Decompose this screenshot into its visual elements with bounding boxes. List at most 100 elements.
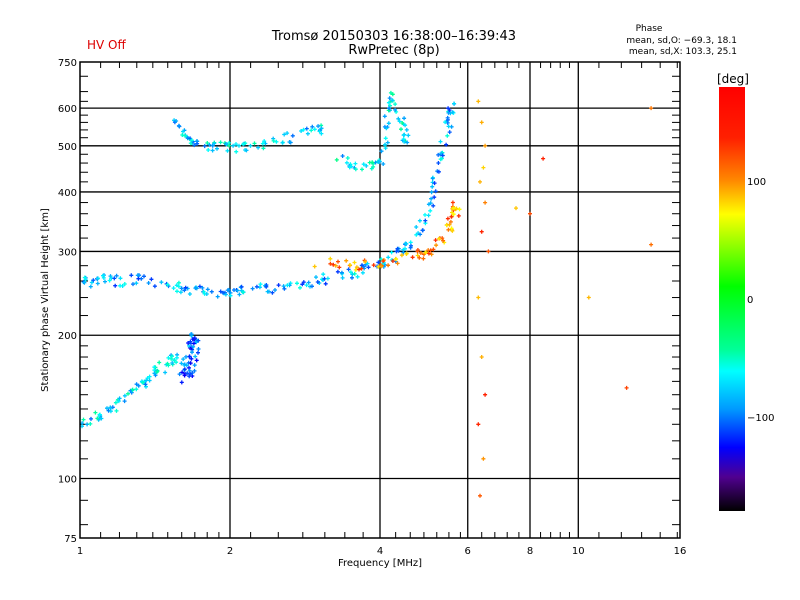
- data-point: [386, 263, 391, 268]
- data-point: [93, 410, 98, 415]
- data-point: [340, 154, 345, 158]
- data-point: [404, 251, 409, 256]
- data-point: [305, 131, 310, 136]
- data-point: [363, 259, 368, 264]
- data-point: [116, 399, 121, 404]
- data-point: [310, 124, 315, 129]
- data-point: [195, 141, 200, 146]
- data-point: [193, 286, 198, 291]
- data-point: [447, 130, 452, 135]
- data-point: [382, 114, 387, 119]
- data-point: [140, 380, 145, 385]
- data-point: [218, 289, 223, 294]
- data-point: [370, 160, 375, 165]
- data-point: [421, 256, 426, 261]
- data-point: [447, 222, 452, 227]
- data-point: [287, 140, 292, 144]
- data-point: [149, 277, 154, 282]
- data-point: [439, 151, 444, 156]
- data-point: [209, 289, 214, 294]
- data-point: [514, 206, 518, 211]
- data-point: [227, 287, 231, 292]
- data-point: [143, 382, 148, 387]
- data-point: [114, 408, 119, 413]
- series-f1-low-trace: [80, 352, 180, 429]
- data-point: [429, 252, 434, 257]
- data-point: [445, 115, 450, 120]
- data-point: [387, 96, 392, 101]
- data-point: [237, 292, 242, 297]
- data-point: [189, 138, 194, 143]
- data-point: [428, 208, 433, 213]
- data-point: [178, 290, 183, 295]
- y-tick-labels: 75 100 200 300 400 500 600 750: [58, 58, 77, 545]
- data-point: [395, 246, 400, 251]
- data-point: [450, 228, 455, 233]
- data-point: [448, 219, 453, 224]
- data-point: [243, 141, 248, 146]
- data-point: [176, 284, 181, 289]
- data-point: [298, 285, 302, 290]
- data-point: [184, 363, 189, 368]
- data-point: [402, 116, 407, 121]
- x-tick-label: 2: [227, 546, 233, 557]
- grid-lines: [80, 62, 680, 538]
- data-point: [163, 370, 168, 375]
- data-point: [234, 149, 239, 154]
- data-point: [250, 286, 255, 291]
- data-point: [446, 124, 451, 129]
- data-point: [112, 276, 117, 281]
- data-point: [476, 422, 481, 427]
- data-point: [193, 354, 198, 359]
- y-tick-label: 200: [58, 331, 77, 342]
- data-point: [352, 271, 357, 276]
- data-point: [200, 285, 205, 290]
- data-point: [83, 277, 88, 282]
- colorbar-tick-label: 100: [747, 177, 766, 188]
- data-point: [366, 265, 371, 270]
- data-point: [433, 189, 438, 194]
- data-point: [131, 282, 135, 287]
- colorbar-tick-label: −100: [747, 413, 774, 424]
- data-point: [444, 142, 449, 147]
- data-point: [481, 165, 486, 170]
- data-point: [142, 274, 146, 279]
- series-f2-x-mode-trace: [312, 200, 462, 272]
- data-point: [273, 288, 277, 292]
- data-point: [185, 371, 190, 376]
- data-point: [353, 161, 358, 166]
- data-point: [290, 133, 295, 138]
- series-high-freq-scatter: [476, 99, 654, 498]
- data-point: [410, 255, 415, 260]
- data-point: [176, 280, 181, 285]
- data-point: [181, 129, 185, 134]
- data-point: [586, 295, 591, 300]
- hv-status: HV Off: [87, 38, 126, 52]
- x-axis-label: Frequency [MHz]: [338, 558, 422, 569]
- data-point: [433, 238, 438, 243]
- data-point: [431, 203, 436, 208]
- data-point: [379, 257, 384, 262]
- data-point: [95, 416, 100, 421]
- data-point: [192, 143, 197, 148]
- plot-frame: [79, 61, 681, 539]
- data-point: [187, 343, 191, 348]
- data-point: [134, 382, 139, 387]
- data-point: [186, 341, 191, 345]
- data-point: [204, 292, 209, 296]
- data-points: [80, 90, 654, 498]
- data-point: [262, 139, 267, 144]
- data-point: [361, 162, 366, 167]
- data-point: [202, 144, 207, 149]
- data-point: [390, 259, 395, 263]
- data-point: [312, 264, 317, 269]
- y-tick-label: 100: [58, 475, 77, 486]
- axis-ticks: [80, 62, 680, 538]
- data-point: [333, 263, 338, 268]
- data-point: [108, 406, 113, 411]
- data-point: [364, 163, 369, 168]
- data-point: [170, 354, 174, 359]
- data-point: [417, 255, 422, 260]
- data-point: [170, 361, 175, 365]
